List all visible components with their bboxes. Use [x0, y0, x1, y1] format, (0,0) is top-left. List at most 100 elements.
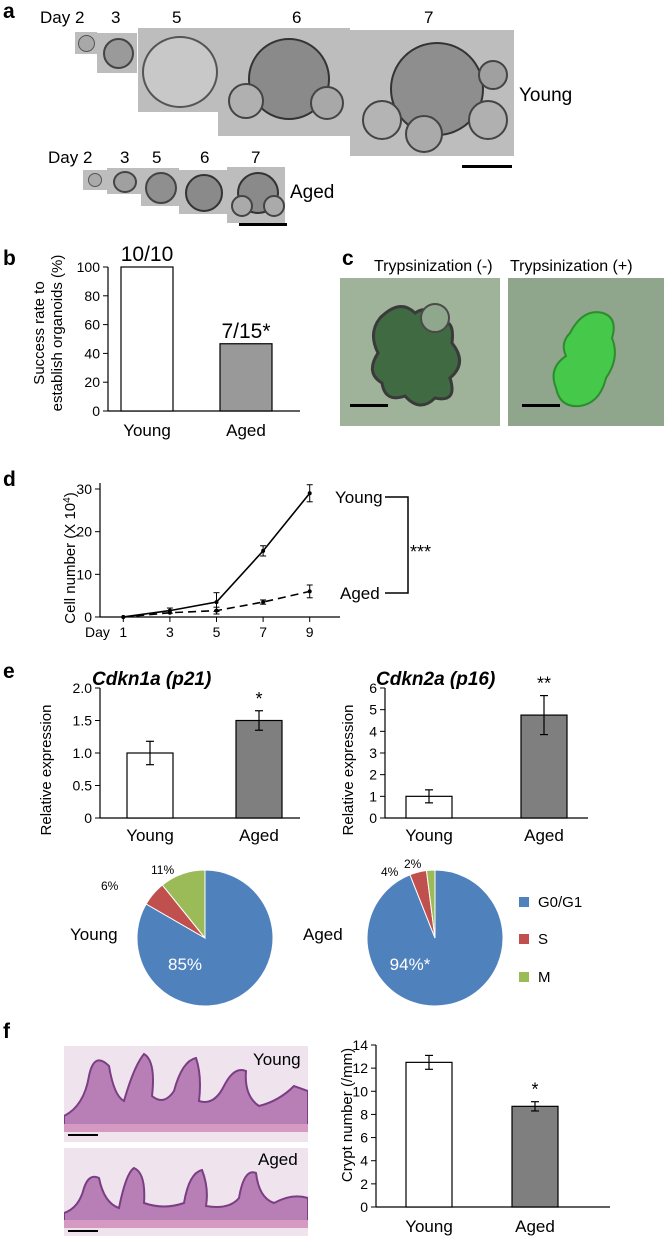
panel-f-y-tick-label: 14: [352, 1037, 368, 1053]
p16-category-label: Aged: [524, 826, 564, 845]
p16-y-tick-label: 1: [369, 788, 377, 804]
young-day6-image: [218, 28, 350, 136]
p16-title: Cdkn2a (p16): [376, 669, 495, 690]
aged-day6-image: [179, 170, 227, 214]
panel-b-bar-aged: [219, 343, 273, 412]
p16-category-label: Young: [405, 826, 453, 845]
p16-significance: **: [537, 674, 551, 694]
young-series-label: Young: [335, 488, 383, 507]
panel-d-y-tick-label: 30: [76, 481, 92, 497]
panel-c-left-title: Trypsinization (-): [374, 258, 493, 275]
aged-scale-bar: [239, 223, 287, 226]
panel-f-y-tick-label: 10: [352, 1083, 368, 1099]
p21-y-tick-label: 2.0: [73, 680, 93, 696]
panel-b-y-tick-label: 60: [84, 317, 100, 333]
panel-f-young-label: Young: [253, 1050, 301, 1069]
panel-d-x-tick-label: 5: [213, 624, 221, 640]
pie-young-g0-pct: 85%: [168, 955, 202, 974]
p21-y-tick-label: 0: [84, 810, 92, 826]
aged-day-label-1: 3: [120, 148, 130, 167]
p16-ylabel: Relative expression: [340, 705, 357, 836]
panel-f-y-tick-label: 2: [360, 1176, 368, 1192]
young-day-label-2: 5: [172, 8, 182, 27]
significance-stars: ***: [410, 542, 431, 562]
young-day2-image: [75, 32, 97, 54]
p21-y-tick-label: 1.5: [73, 713, 93, 729]
panel-f-letter: f: [3, 1020, 10, 1043]
panel-d-y-tick-label: 10: [76, 566, 92, 582]
aged-day-label-4: 7: [251, 148, 261, 167]
panel-e-pies: Young Aged 85% 6% 11% 94%* 4% 2% G0/G1 S…: [70, 857, 582, 1007]
young-scale-bar: [462, 165, 512, 168]
p21-title: Cdkn1a (p21): [92, 669, 211, 690]
panel-f-young-histology: [64, 1046, 308, 1142]
pie-young-slice-m: [161, 869, 206, 940]
p16-y-tick-label: 3: [369, 745, 377, 761]
panel-b-ylabel-1: Success rate to: [31, 281, 48, 384]
panel-c-right-title: Trypsinization (+): [510, 258, 633, 275]
pie-aged-slice-m: [425, 869, 436, 939]
pie-young-s-pct: 6%: [101, 879, 119, 893]
p16-y-tick-label: 2: [369, 767, 377, 783]
panel-f-y-tick-label: 0: [360, 1199, 368, 1215]
panel-f-bar-young: [405, 1061, 453, 1208]
significance-bracket: [385, 496, 409, 594]
panel-f-category-label: Aged: [515, 1217, 555, 1236]
p16-y-tick-label: 4: [369, 723, 377, 739]
p21-bar-aged: [235, 719, 283, 819]
panel-b-y-tick-label: 80: [84, 288, 100, 304]
panel-b-y-tick-label: 0: [92, 403, 100, 419]
pie-young-label: Young: [70, 925, 118, 944]
p21-significance: *: [255, 689, 262, 709]
legend-swatch-s: [519, 934, 529, 944]
p21-category-label: Aged: [239, 826, 279, 845]
young-day-label-3: 6: [292, 8, 302, 27]
panel-d-x-tick-label: 9: [306, 624, 314, 640]
legend-swatch-g0g1: [519, 897, 529, 907]
panel-f-ylabel: Crypt number (/mm): [339, 1048, 356, 1182]
legend-label-m: M: [538, 969, 551, 986]
young-day-label-1: 3: [111, 8, 121, 27]
panel-b-annotation-aged: 7/15*: [221, 320, 270, 343]
panel-d-x-tick-label: 3: [166, 624, 174, 640]
aged-day-label-0: Day 2: [48, 148, 93, 167]
panel-b-y-tick-label: 40: [84, 345, 100, 361]
young-day5-image: [138, 28, 220, 112]
young-day-label-0: Day 2: [40, 8, 85, 27]
panel-d-x-tick-label-day: Day: [85, 624, 110, 640]
young-day-label-4: 7: [424, 8, 434, 27]
aged-day-label-2: 5: [152, 148, 162, 167]
panel-f-aged-histology: [64, 1148, 308, 1236]
panel-f-y-tick-label: 6: [360, 1130, 368, 1146]
panel-b-y-tick-label: 100: [77, 259, 101, 275]
aged-day7-image: [227, 167, 285, 223]
p16-y-tick-label: 5: [369, 702, 377, 718]
p21-category-label: Young: [126, 826, 174, 845]
panel-f-significance: *: [531, 1080, 538, 1100]
legend-label-g0g1: G0/G1: [538, 894, 582, 911]
panel-b-y-tick-label: 20: [84, 374, 100, 390]
panel-e-p16-chart: Cdkn2a (p16) Relative expression 0 1 2 3 4 5 6…: [340, 669, 588, 845]
pie-aged-s-pct: 4%: [381, 865, 399, 879]
panel-e-letter: e: [3, 660, 15, 683]
young-day7-image: [350, 30, 514, 156]
p21-y-tick-label: 0.5: [73, 778, 93, 794]
aged-day-label-3: 6: [200, 148, 210, 167]
panel-d-point-aged: [121, 615, 126, 619]
panel-d-ylabel: Cell number (X 104): [62, 492, 80, 623]
panel-d-y-tick-label: 20: [76, 524, 92, 540]
aged-series-label: Aged: [340, 584, 380, 603]
panel-f-y-tick-label: 8: [360, 1106, 368, 1122]
panel-b-annotation-young: 10/10: [121, 243, 174, 266]
panel-d-x-tick-label: 1: [119, 624, 127, 640]
panel-d-letter: d: [3, 468, 16, 491]
aged-row-label: Aged: [290, 182, 335, 203]
legend-swatch-m: [519, 972, 529, 982]
panel-f-y-tick-label: 12: [352, 1060, 368, 1076]
p16-y-tick-label: 0: [369, 810, 377, 826]
panel-b-category-label: Young: [123, 421, 171, 440]
pie-aged-m-pct: 2%: [404, 857, 422, 871]
panel-f-bar-aged: [511, 1105, 559, 1208]
panel-b-ylabel-2: establish organoids (%): [49, 255, 66, 412]
young-day3-image: [97, 33, 137, 73]
